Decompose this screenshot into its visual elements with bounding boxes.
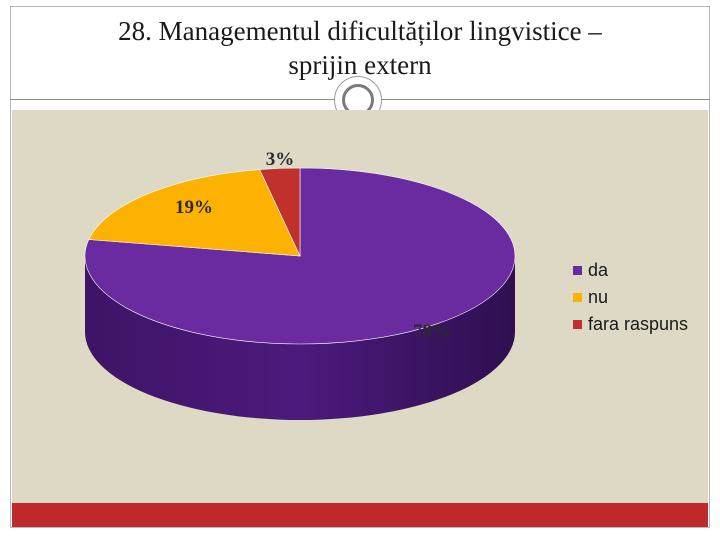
slide-title-line-2: sprijin extern <box>288 50 432 80</box>
pie-slice-fara-raspuns <box>259 167 301 257</box>
pie-side-da <box>85 256 515 420</box>
legend-label-nu: nu <box>588 287 608 307</box>
slide-title: 28. Managementul dificultăților lingvist… <box>12 14 708 82</box>
legend-label-fara-raspuns: fara raspuns <box>588 314 688 334</box>
data-label-da: 78% <box>413 321 451 342</box>
legend-swatch-fara-raspuns <box>573 320 582 329</box>
pie-slice-nu <box>88 169 301 257</box>
data-label-nu: 19% <box>175 197 213 218</box>
slide-frame <box>10 6 710 528</box>
legend-swatch-nu <box>573 293 582 302</box>
slide-title-line-1: 28. Managementul dificultăților lingvist… <box>118 16 602 46</box>
pie-slices <box>84 167 516 345</box>
pie-sides <box>85 256 515 420</box>
legend-swatch-da <box>573 266 582 275</box>
pie-data-labels: 78% 19% 3% <box>175 149 451 342</box>
chart-legend: da nu fara raspuns <box>573 260 688 334</box>
footer-bar <box>12 503 708 527</box>
legend-label-da: da <box>588 260 609 280</box>
data-label-fara-raspuns: 3% <box>266 149 295 170</box>
